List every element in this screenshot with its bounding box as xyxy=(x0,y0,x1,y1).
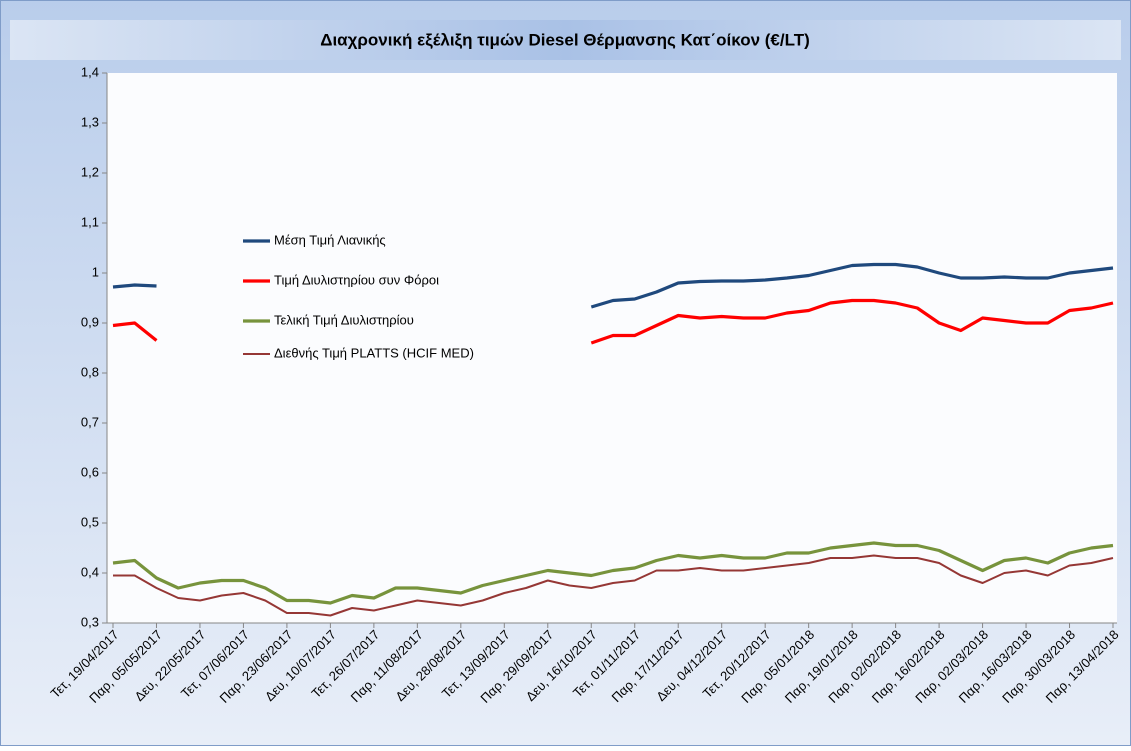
legend-label: Τελική Τιμή Διυλιστηρίου xyxy=(274,312,414,327)
chart-title: Διαχρονική εξέλιξη τιμών Diesel Θέρμανση… xyxy=(320,30,810,49)
series-line xyxy=(112,298,1114,345)
y-tick-label: 1 xyxy=(92,264,99,279)
series-line xyxy=(112,541,1114,605)
legend-label: Διεθνής Τιμή PLATTS (HCIF MED) xyxy=(274,345,474,360)
y-tick-label: 1,1 xyxy=(81,214,99,229)
title-band xyxy=(10,20,1121,60)
y-tick-label: 0,9 xyxy=(81,314,99,329)
series-line xyxy=(113,554,1114,617)
plot-area xyxy=(107,73,1117,623)
y-tick-label: 0,4 xyxy=(81,564,99,579)
y-tick-label: 1,3 xyxy=(81,114,99,129)
y-tick-label: 0,5 xyxy=(81,514,99,529)
y-tick-label: 0,8 xyxy=(81,364,99,379)
y-tick-label: 1,4 xyxy=(81,64,99,79)
series-line xyxy=(112,262,1114,309)
legend-label: Μέση Τιμή Λιανικής xyxy=(274,232,386,247)
y-tick-label: 0,3 xyxy=(81,614,99,629)
y-tick-label: 0,7 xyxy=(81,414,99,429)
y-tick-label: 1,2 xyxy=(81,164,99,179)
legend-label: Τιμή Διυλιστηρίου συν Φόροι xyxy=(274,272,439,287)
y-tick-label: 0,6 xyxy=(81,464,99,479)
